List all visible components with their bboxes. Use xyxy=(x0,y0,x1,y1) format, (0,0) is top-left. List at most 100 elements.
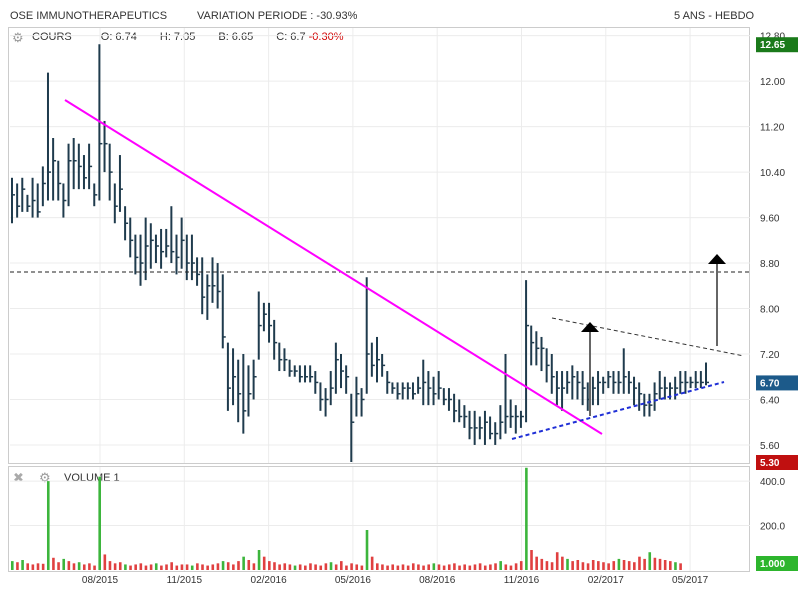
volume-bar xyxy=(679,563,682,570)
volume-bar xyxy=(262,556,266,570)
volume-bar xyxy=(514,563,518,570)
volume-bar xyxy=(571,561,574,570)
volume-bars xyxy=(11,467,682,570)
close-icon[interactable]: ✖ xyxy=(13,470,24,485)
ohlc-bar xyxy=(591,376,596,406)
ohlc-bar xyxy=(26,194,31,212)
volume-bar xyxy=(108,561,112,570)
ohlc-bar xyxy=(663,376,668,400)
ohlc-bar xyxy=(545,348,550,383)
volume-bar xyxy=(509,565,513,570)
ohlc-bar xyxy=(705,362,709,386)
variation-label: VARIATION PERIODE : -30.93% xyxy=(197,10,357,22)
ohlc-bar xyxy=(278,342,283,372)
ohlc-bar xyxy=(406,382,411,400)
volume-bar xyxy=(355,564,359,570)
ohlc-bar xyxy=(360,388,365,417)
volume-bar xyxy=(93,565,96,570)
volume-bar xyxy=(555,552,559,570)
high-badge-text: 12.65 xyxy=(760,40,785,51)
ohlc-bar xyxy=(694,371,699,389)
ohlc-bar xyxy=(658,371,663,400)
time-axis: 08/2015 11/2015 02/2016 05/2016 08/2016 11/20… xyxy=(82,575,709,586)
arrow-up-icon xyxy=(581,322,599,332)
volume-bar xyxy=(144,565,148,570)
volume-badge: 1.000 xyxy=(756,556,798,571)
last-badge: 6.70 xyxy=(756,375,798,391)
ohlc-bar xyxy=(350,393,355,462)
ohlc-bar xyxy=(340,354,345,389)
close-label: C: xyxy=(276,31,288,43)
volume-bar xyxy=(252,563,256,570)
ohlc-bar xyxy=(283,348,288,372)
volume-bar xyxy=(288,564,292,570)
ohlc-bar xyxy=(442,388,447,406)
volume-bar xyxy=(103,554,107,570)
volume-bar xyxy=(566,558,569,570)
volume-bar xyxy=(190,565,194,570)
ohlc-bar xyxy=(381,354,386,377)
volume-bar xyxy=(180,564,184,570)
volume-bar xyxy=(124,564,127,570)
volume-bar xyxy=(216,563,220,570)
volume-bar xyxy=(648,552,652,570)
ohlc-bar xyxy=(175,234,180,275)
ohlc-bar xyxy=(124,206,129,241)
volume-bar xyxy=(21,560,24,570)
volume-bar xyxy=(432,563,436,570)
ohlc-bar xyxy=(154,234,159,264)
volume-bar xyxy=(473,564,477,570)
ohlc-bar xyxy=(262,302,267,332)
ohlc-bar xyxy=(679,371,684,394)
volume-bar xyxy=(386,565,389,570)
gear-icon[interactable]: ⚙ xyxy=(12,30,24,45)
volume-tick-label: 400.0 xyxy=(760,477,785,488)
ohlc-bar xyxy=(273,319,278,360)
ohlc-bar xyxy=(411,382,416,400)
volume-bar xyxy=(52,557,55,570)
ohlc-bar xyxy=(139,234,144,286)
ohlc-bar xyxy=(232,348,237,406)
volume-bar xyxy=(550,562,554,570)
ohlc-bar xyxy=(525,280,530,423)
ohlc-bar xyxy=(113,183,118,224)
price-badges: 12.65 6.70 5.30 1.000 xyxy=(756,37,798,571)
ohlc-bar xyxy=(67,143,72,207)
volume-bar xyxy=(422,565,425,570)
volume-bar xyxy=(293,565,297,570)
volume-bar xyxy=(406,565,410,570)
ohlc-bar xyxy=(576,371,581,400)
volume-bar xyxy=(597,561,600,570)
instrument-title: OSE IMMUNOTHERAPEUTICS xyxy=(10,10,168,22)
volume-bar xyxy=(160,565,163,570)
ohlc-bar xyxy=(190,234,195,281)
volume-bar xyxy=(98,476,101,570)
low-badge-box xyxy=(756,455,798,470)
y-tick-label: 9.60 xyxy=(760,214,780,225)
volume-bar xyxy=(314,564,317,570)
close-change: -0.30% xyxy=(308,31,344,43)
volume-bar xyxy=(391,564,395,570)
volume-bar xyxy=(31,564,35,570)
volume-bar xyxy=(674,562,677,570)
volume-bar xyxy=(504,564,508,570)
ohlc-bar xyxy=(103,120,108,173)
volume-bar xyxy=(658,558,662,570)
ohlc-bar xyxy=(643,393,648,417)
ohlc-bar xyxy=(566,371,571,394)
ohlc-bar xyxy=(581,371,586,406)
ohlc-bar xyxy=(216,263,221,309)
volume-bar xyxy=(643,558,646,570)
price-panel-label: COURS xyxy=(32,31,72,43)
volume-bar xyxy=(139,563,143,570)
y-tick-label: 5.60 xyxy=(760,441,780,452)
volume-bar xyxy=(247,560,251,570)
triangle-upper-line xyxy=(551,317,745,357)
price-axis: 5.60 6.40 7.20 8.00 8.80 9.60 10.40 11.20 12.00 1… xyxy=(760,32,785,452)
volume-bar xyxy=(365,530,369,570)
gear-icon[interactable]: ⚙ xyxy=(39,470,51,485)
ohlc-bar xyxy=(375,336,380,383)
ohlc-bar xyxy=(82,155,87,190)
last-badge-text: 6.70 xyxy=(760,378,780,389)
